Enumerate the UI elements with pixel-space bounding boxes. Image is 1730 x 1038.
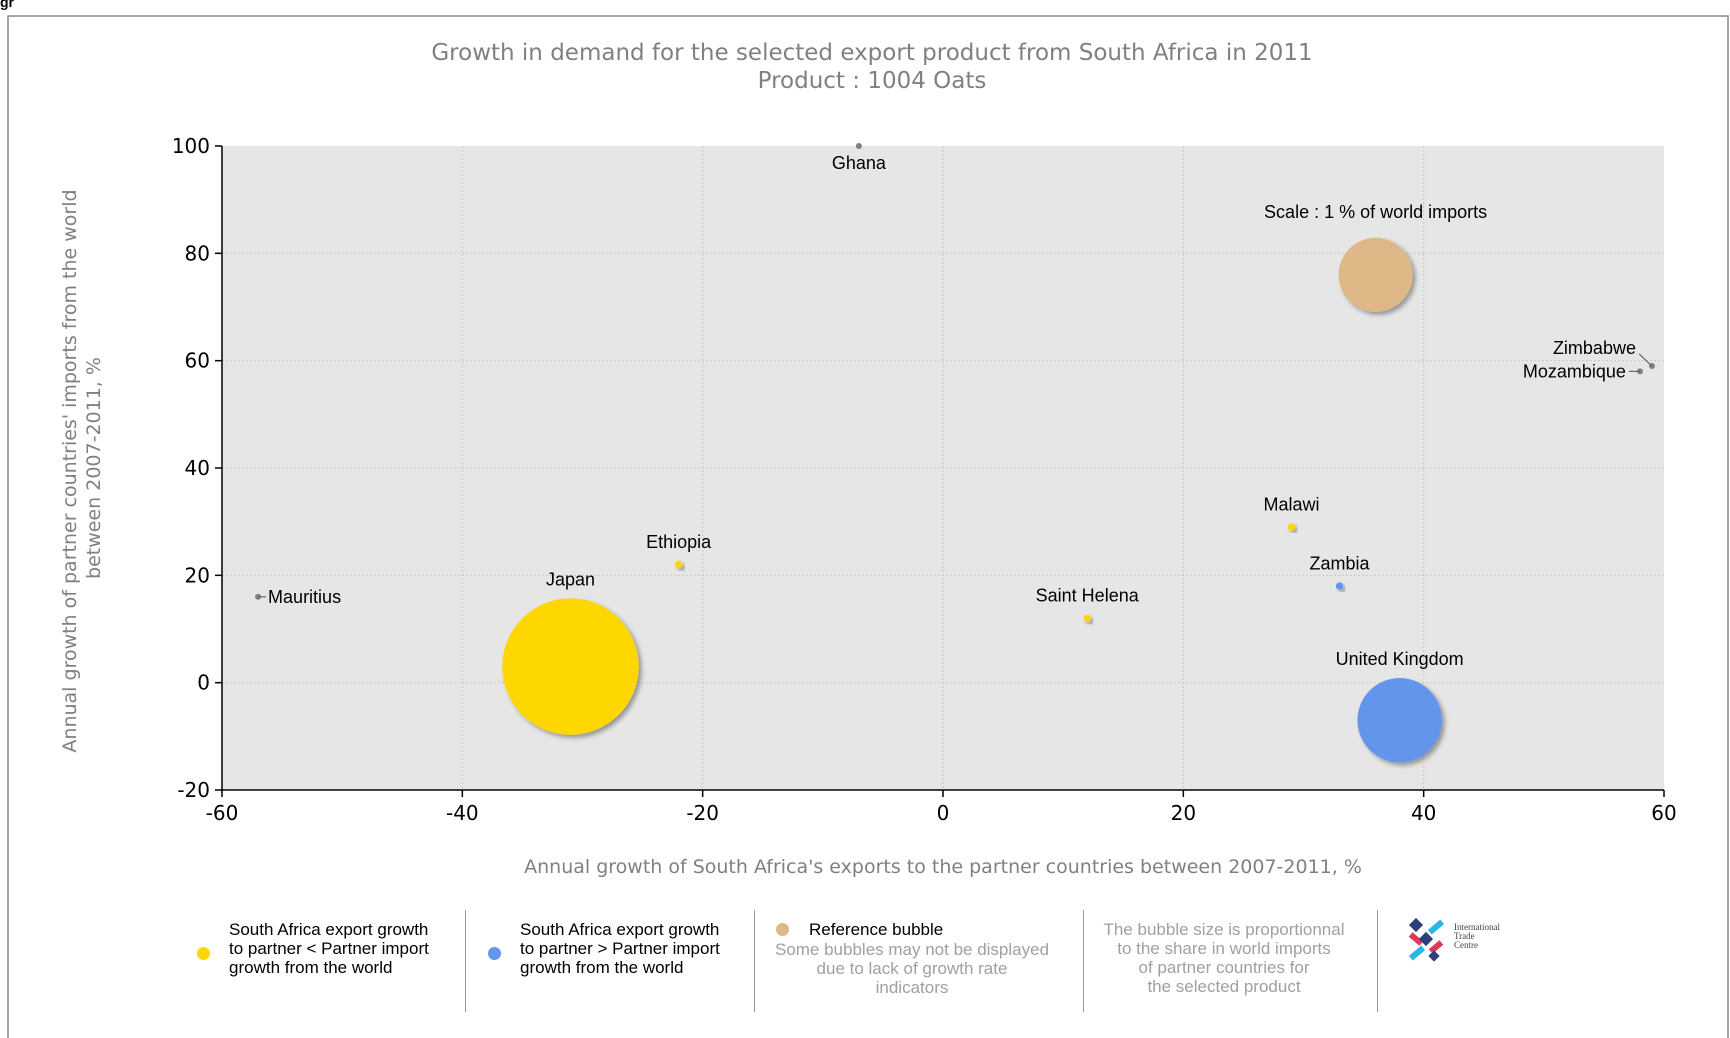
legend-reference: Reference bubble Some bubbles may not be… (755, 910, 1069, 1012)
reference-bubble-icon (776, 923, 789, 936)
x-tick-label: 0 (937, 801, 950, 825)
y-tick-label: 80 (185, 241, 210, 265)
leader-line (1638, 353, 1653, 367)
itc-logo-icon (1408, 918, 1445, 962)
legend-divider (465, 910, 466, 1012)
label-mauritius: Mauritius (268, 587, 341, 607)
legend-size-note: The bubble size is proportionnal to the … (1084, 910, 1364, 1012)
y-tick-label: 60 (185, 349, 210, 373)
y-tick-label: 20 (185, 563, 210, 587)
legend-divider (754, 910, 755, 1012)
legend: South Africa export growth to partner < … (186, 910, 1526, 1012)
y-tick-label: 100 (172, 134, 210, 158)
legend-divider (1377, 910, 1378, 1012)
bubble-saint-helena (1083, 614, 1091, 622)
legend-lower: South Africa export growth to partner < … (186, 910, 466, 1012)
label-zimbabwe: Zimbabwe (1553, 338, 1636, 358)
label-japan: Japan (546, 569, 595, 589)
legend-higher-text: South Africa export growth to partner > … (520, 920, 720, 977)
legend-reference-note: Some bubbles may not be displayed due to… (774, 940, 1050, 997)
bubble-japan (502, 598, 639, 735)
bubble-united-kingdom (1357, 678, 1442, 763)
label-saint-helena: Saint Helena (1036, 586, 1140, 606)
chart-title: Growth in demand for the selected export… (431, 40, 1312, 66)
y-tick-label: 0 (197, 671, 210, 695)
x-axis-title: Annual growth of South Africa's exports … (524, 856, 1362, 878)
x-tick-label: -60 (206, 801, 239, 825)
label-ethiopia: Ethiopia (646, 532, 712, 552)
y-tick-label: 40 (185, 456, 210, 480)
legend-divider (1083, 910, 1084, 1012)
bubbles (255, 143, 1655, 763)
y-tick-label: -20 (177, 778, 210, 802)
bubble-zambia (1335, 582, 1344, 590)
x-tick-label: 40 (1411, 801, 1436, 825)
legend-lower-text: South Africa export growth to partner < … (229, 920, 429, 977)
x-tick-label: -40 (446, 801, 479, 825)
yellow-bubble-icon (197, 947, 210, 960)
reference-bubble (1338, 237, 1413, 312)
bubble-malawi (1287, 523, 1296, 531)
y-axis-title: Annual growth of partner countries' impo… (59, 183, 105, 752)
bubble-labels: Scale : 1 % of world imports Ghana Zimbabw… (258, 153, 1653, 669)
legend-reference-title: Reference bubble (809, 920, 944, 939)
bubble-size-note: The bubble size is proportionnal to the … (1103, 920, 1345, 996)
label-ghana: Ghana (832, 153, 887, 173)
x-tick-label: -20 (686, 801, 719, 825)
chart-subtitle: Product : 1004 Oats (758, 68, 987, 94)
reference-bubble-label: Scale : 1 % of world imports (1264, 202, 1487, 222)
label-mozambique: Mozambique (1523, 361, 1626, 381)
bubble-ghana (855, 143, 862, 149)
x-tick-label: 20 (1171, 801, 1196, 825)
grid-lines (222, 146, 1664, 790)
itc-logo-block: International Trade Centre (1378, 910, 1518, 1012)
bubble-ethiopia (674, 560, 683, 569)
axes (215, 145, 1665, 797)
legend-higher: South Africa export growth to partner > … (466, 910, 754, 1012)
x-tick-label: 60 (1651, 801, 1676, 825)
blue-bubble-icon (488, 947, 501, 960)
itc-logo-text: International Trade Centre (1454, 922, 1500, 950)
label-malawi: Malawi (1263, 494, 1319, 514)
top-cut-label: gr (0, 0, 14, 10)
tick-labels: -60 -40 -20 0 20 40 60 100 80 60 40 20 0 -20 (172, 134, 1677, 825)
label-united-kingdom: United Kingdom (1336, 649, 1464, 669)
label-zambia: Zambia (1310, 553, 1371, 573)
